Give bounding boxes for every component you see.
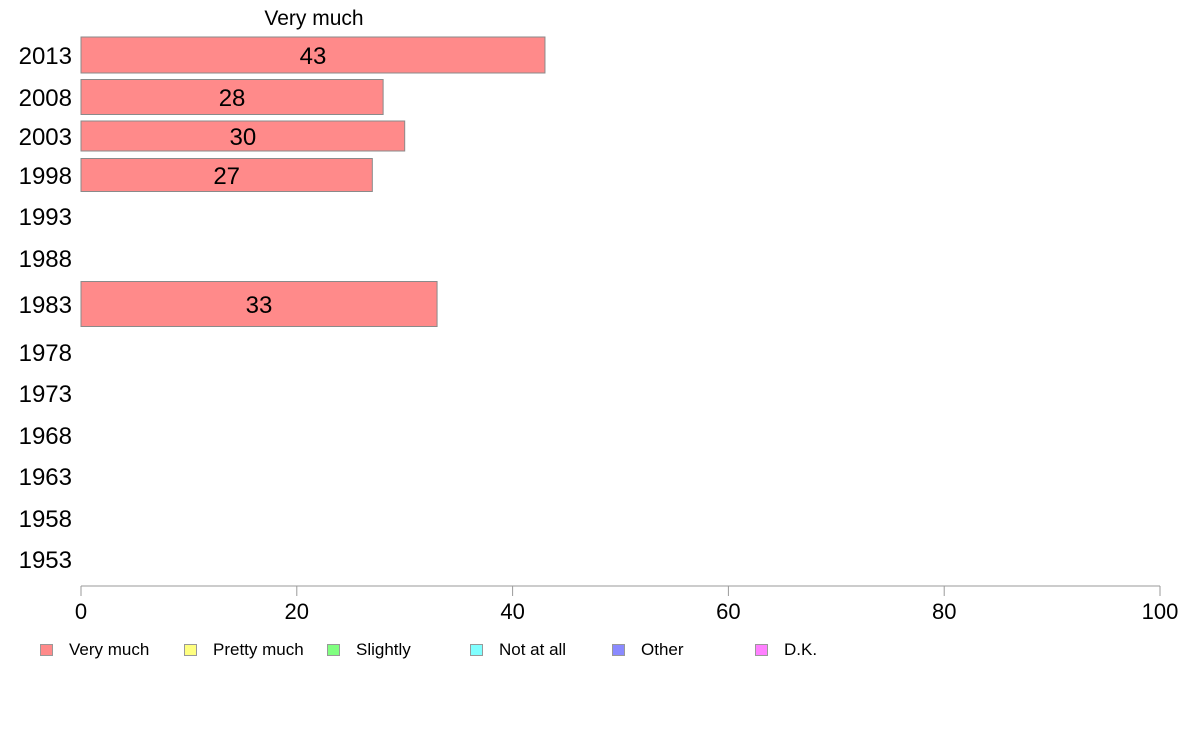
legend-label: D.K.	[784, 640, 818, 659]
chart-title: Very much	[264, 7, 363, 30]
legend-label: Other	[641, 640, 684, 659]
year-label-1963: 1963	[19, 464, 72, 491]
year-label-2013: 2013	[19, 43, 72, 70]
bars-group: 43 28 30 27 33	[80, 36, 546, 327]
bar-1983	[80, 281, 438, 327]
legend-swatch-slightly	[327, 644, 340, 656]
x-axis: 0 20 40 60 80 100	[75, 585, 1179, 624]
legend: Very much Pretty much Slightly Not at al…	[0, 640, 1188, 664]
legend-item-not-at-all: Not at all	[470, 640, 566, 660]
x-tick-label: 100	[1142, 599, 1179, 624]
legend-item-dk: D.K.	[755, 640, 817, 660]
year-label-1983: 1983	[19, 292, 72, 319]
year-label-1953: 1953	[19, 547, 72, 574]
year-label-1968: 1968	[19, 423, 72, 450]
legend-item-pretty-much: Pretty much	[184, 640, 304, 660]
year-label-1993: 1993	[19, 204, 72, 231]
legend-label: Very much	[69, 640, 150, 659]
bar-2008	[80, 79, 384, 115]
bar-2013	[80, 36, 546, 74]
year-label-1978: 1978	[19, 340, 72, 367]
bar-chart: Very much 43 28 30 27 33 2013 2008 2003 1998 199…	[19, 7, 1179, 624]
bar-2003	[80, 120, 406, 152]
legend-item-other: Other	[612, 640, 684, 660]
bar-value-label-2008: 28	[219, 85, 246, 112]
year-label-2008: 2008	[19, 85, 72, 112]
bar-1998	[80, 158, 373, 192]
bar-value-label-2003: 30	[229, 124, 256, 151]
x-tick-label: 20	[285, 599, 309, 624]
year-label-1958: 1958	[19, 506, 72, 533]
x-tick-label: 60	[716, 599, 740, 624]
legend-label: Slightly	[356, 640, 411, 659]
bar-value-label-1998: 27	[213, 163, 240, 190]
legend-item-very-much: Very much	[40, 640, 149, 660]
legend-swatch-pretty-much	[184, 644, 197, 656]
legend-label: Pretty much	[213, 640, 304, 659]
bar-value-label-2013: 43	[300, 43, 327, 70]
year-label-1988: 1988	[19, 246, 72, 273]
x-tick-label: 0	[75, 599, 87, 624]
year-labels: 2013 2008 2003 1998 1993 1988 1983 1978 1973 1968…	[19, 43, 72, 574]
legend-swatch-not-at-all	[470, 644, 483, 656]
legend-label: Not at all	[499, 640, 567, 659]
legend-swatch-other	[612, 644, 625, 656]
year-label-1998: 1998	[19, 163, 72, 190]
legend-swatch-very-much	[40, 644, 53, 656]
x-tick-label: 40	[500, 599, 524, 624]
legend-item-slightly: Slightly	[327, 640, 411, 660]
bar-value-label-1983: 33	[246, 292, 273, 319]
x-tick-label: 80	[932, 599, 956, 624]
year-label-1973: 1973	[19, 381, 72, 408]
year-label-2003: 2003	[19, 124, 72, 151]
legend-swatch-dk	[755, 644, 768, 656]
